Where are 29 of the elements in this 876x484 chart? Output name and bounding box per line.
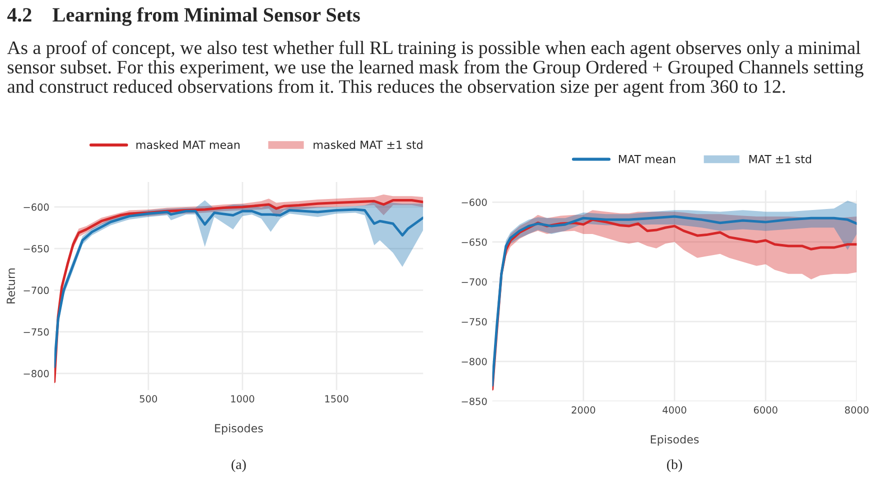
x-tick-label: 4000: [662, 406, 686, 414]
y-tick-label: −750: [462, 318, 487, 326]
y-tick-label: −600: [462, 198, 487, 206]
y-tick-label: −850: [462, 398, 487, 406]
x-tick-label: 2000: [572, 406, 596, 414]
y-tick-label: −800: [462, 358, 487, 366]
legend-label: MAT mean: [618, 155, 676, 164]
text: (a): [232, 459, 246, 472]
y-tick-label: −700: [462, 278, 487, 286]
text: (b): [667, 459, 682, 472]
y-tick-label: −650: [462, 238, 487, 246]
y-tick-label: −650: [24, 245, 49, 252]
text: 4.2 Learning from Minimal Sensor Sets: [7, 7, 360, 26]
y-axis-title: Return: [6, 268, 16, 304]
y-tick-label: −750: [24, 328, 49, 336]
text: masked MAT ±1 std: [314, 140, 422, 150]
legend-label: masked MAT mean: [136, 140, 240, 150]
x-tick-label: 1500: [325, 395, 348, 402]
text: MAT ±1 std: [749, 154, 812, 164]
x-tick-label: 6000: [754, 406, 778, 414]
y-tick-label: −600: [24, 203, 49, 211]
x-tick-label: 8000: [845, 406, 868, 414]
x-axis-title: Episodes: [215, 424, 263, 435]
text: As a proof of concept, we also test whether full RL training is possible when each agent observes only a minimal sensor subset. For this experiment, we use the learned mask from the Group Ordered + Grouped Channels setting and construct reduced observations from it. This reduces the observation size per agent from 360 to 12.: [7, 40, 864, 97]
y-tick-label: −700: [24, 286, 49, 294]
x-tick-label: 500: [140, 395, 158, 402]
y-tick-label: −800: [24, 370, 49, 378]
x-tick-label: 1000: [231, 395, 254, 402]
x-axis-title: Episodes: [650, 434, 699, 446]
